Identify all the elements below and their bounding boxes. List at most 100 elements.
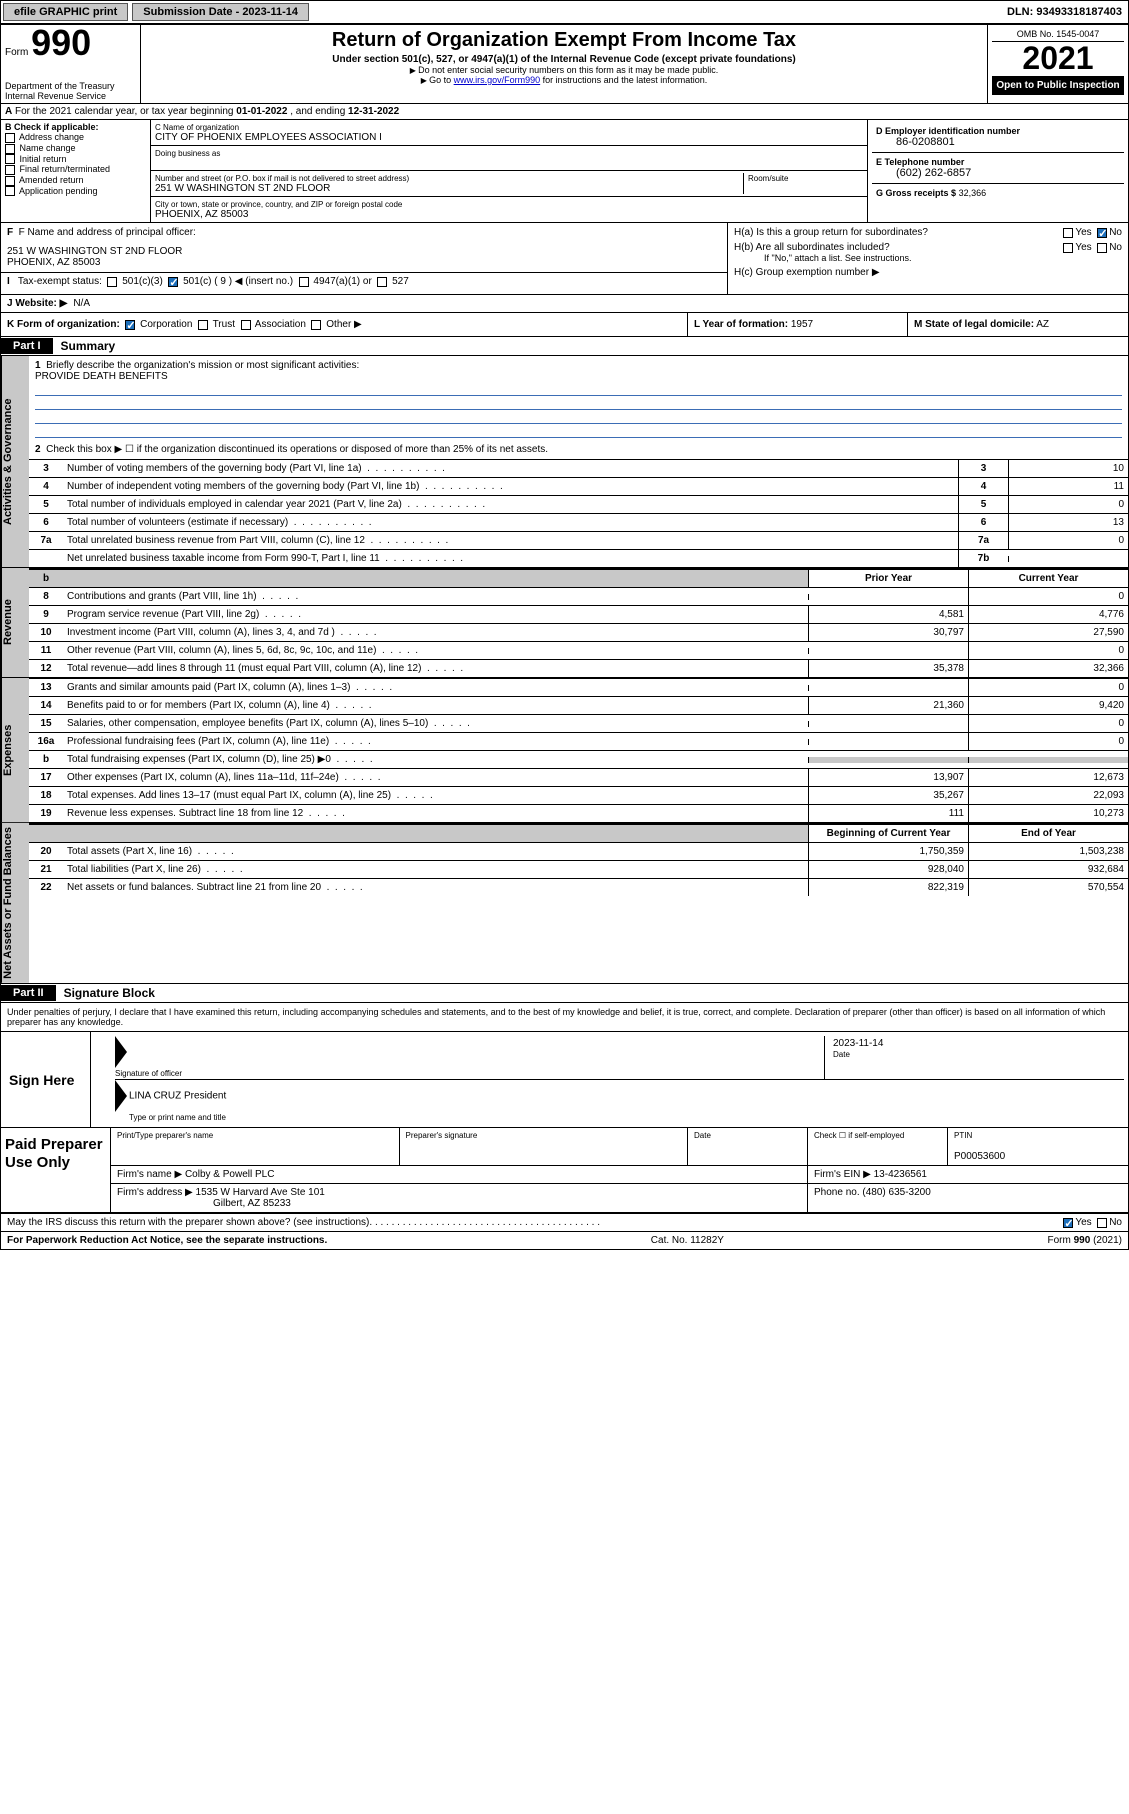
- money-line: 15Salaries, other compensation, employee…: [29, 714, 1128, 732]
- submission-date-button[interactable]: Submission Date - 2023-11-14: [132, 3, 309, 21]
- current-year-header: Current Year: [968, 570, 1128, 587]
- hb-no[interactable]: [1097, 243, 1107, 253]
- k-corp[interactable]: [125, 320, 135, 330]
- summary-line: 7aTotal unrelated business revenue from …: [29, 531, 1128, 549]
- ptin-label: PTIN: [954, 1131, 1122, 1140]
- revenue-section: Revenue b Prior Year Current Year 8Contr…: [1, 568, 1128, 678]
- chk-501c[interactable]: [168, 277, 178, 287]
- city-label: City or town, state or province, country…: [155, 200, 402, 209]
- irs-label: Internal Revenue Service: [5, 91, 136, 101]
- form-note2: Go to www.irs.gov/Form990 for instructio…: [145, 75, 983, 85]
- footer-left: For Paperwork Reduction Act Notice, see …: [7, 1235, 327, 1246]
- summary-line: Net unrelated business taxable income fr…: [29, 549, 1128, 567]
- b-option[interactable]: Initial return: [5, 154, 146, 165]
- summary-line: 3Number of voting members of the governi…: [29, 459, 1128, 477]
- hb-yes[interactable]: [1063, 243, 1073, 253]
- hb-label: H(b) Are all subordinates included?: [734, 242, 890, 253]
- hc-label: H(c) Group exemption number ▶: [734, 267, 1122, 278]
- city-value: PHOENIX, AZ 85003: [155, 209, 248, 220]
- firm-ein-label: Firm's EIN ▶: [814, 1169, 871, 1180]
- ptin-value: P00053600: [954, 1151, 1005, 1162]
- g-gross-label: G Gross receipts $ 32,366: [876, 188, 986, 198]
- form-number: 990: [31, 22, 91, 63]
- f-label: F Name and address of principal officer:: [19, 227, 196, 238]
- pp-date-label: Date: [694, 1131, 801, 1140]
- form-header: Form 990 Department of the Treasury Inte…: [1, 25, 1128, 104]
- revenue-tab: Revenue: [1, 568, 29, 677]
- footer-cat: Cat. No. 11282Y: [651, 1235, 724, 1246]
- firm-name-label: Firm's name ▶: [117, 1169, 182, 1180]
- dln-label: DLN: 93493318187403: [1007, 6, 1126, 18]
- form-990-page: Form 990 Department of the Treasury Inte…: [0, 24, 1129, 1250]
- dept-label: Department of the Treasury: [5, 81, 136, 91]
- part-i-tag: Part I: [1, 338, 53, 354]
- firm-phone-label: Phone no.: [814, 1187, 860, 1198]
- form-subtitle: Under section 501(c), 527, or 4947(a)(1)…: [145, 54, 983, 65]
- sign-here-block: Sign Here Signature of officer 2023-11-1…: [1, 1032, 1128, 1128]
- b-option[interactable]: Name change: [5, 143, 146, 154]
- money-line: 11Other revenue (Part VIII, column (A), …: [29, 641, 1128, 659]
- firm-addr1: 1535 W Harvard Ave Ste 101: [196, 1187, 325, 1198]
- chk-527[interactable]: [377, 277, 387, 287]
- d-ein-label: D Employer identification number: [876, 126, 1020, 136]
- may-irs-yes[interactable]: [1063, 1218, 1073, 1228]
- row-j-website: J Website: ▶ N/A: [1, 295, 1128, 313]
- form-word: Form: [5, 47, 28, 58]
- firm-phone: (480) 635-3200: [862, 1187, 930, 1198]
- money-line: 9Program service revenue (Part VIII, lin…: [29, 605, 1128, 623]
- activities-tab: Activities & Governance: [1, 356, 29, 567]
- col-b-checkboxes: B Check if applicable: Address change Na…: [1, 120, 151, 222]
- ha-no[interactable]: [1097, 228, 1107, 238]
- money-line: 13Grants and similar amounts paid (Part …: [29, 678, 1128, 696]
- money-line: 16aProfessional fundraising fees (Part I…: [29, 732, 1128, 750]
- b-option[interactable]: Amended return: [5, 175, 146, 186]
- may-irs-discuss: May the IRS discuss this return with the…: [1, 1213, 1128, 1231]
- f-addr2: PHOENIX, AZ 85003: [7, 257, 721, 268]
- pp-selfemp-label: Check ☐ if self-employed: [814, 1131, 941, 1140]
- ha-label: H(a) Is this a group return for subordin…: [734, 227, 928, 238]
- open-to-public-badge: Open to Public Inspection: [992, 76, 1124, 95]
- netassets-tab: Net Assets or Fund Balances: [1, 823, 29, 983]
- penalties-text: Under penalties of perjury, I declare th…: [1, 1003, 1128, 1032]
- ha-yes[interactable]: [1063, 228, 1073, 238]
- sign-here-label: Sign Here: [1, 1032, 91, 1127]
- pp-name-label: Print/Type preparer's name: [117, 1131, 393, 1140]
- sign-date-value: 2023-11-14: [833, 1038, 883, 1049]
- chk-4947[interactable]: [299, 277, 309, 287]
- b-option[interactable]: Final return/terminated: [5, 164, 146, 175]
- e-phone-label: E Telephone number: [876, 157, 964, 167]
- part-ii-title: Signature Block: [56, 984, 163, 1002]
- beg-year-header: Beginning of Current Year: [808, 825, 968, 842]
- activities-section: Activities & Governance 1 Briefly descri…: [1, 356, 1128, 568]
- paid-preparer-label: Paid Preparer Use Only: [1, 1128, 111, 1212]
- money-header-prior-current: b Prior Year Current Year: [29, 568, 1128, 587]
- chk-501c3[interactable]: [107, 277, 117, 287]
- k-other[interactable]: [311, 320, 321, 330]
- pp-sig-label: Preparer's signature: [406, 1131, 682, 1140]
- k-trust[interactable]: [198, 320, 208, 330]
- top-toolbar: efile GRAPHIC print Submission Date - 20…: [0, 0, 1129, 24]
- col-d-e-g: D Employer identification number 86-0208…: [868, 120, 1128, 222]
- b-option[interactable]: Address change: [5, 132, 146, 143]
- summary-line: 5Total number of individuals employed in…: [29, 495, 1128, 513]
- prior-year-header: Prior Year: [808, 570, 968, 587]
- money-line: 10Investment income (Part VIII, column (…: [29, 623, 1128, 641]
- money-line: 22Net assets or fund balances. Subtract …: [29, 878, 1128, 896]
- summary-line: 4Number of independent voting members of…: [29, 477, 1128, 495]
- k-assoc[interactable]: [241, 320, 251, 330]
- b-option[interactable]: Application pending: [5, 186, 146, 197]
- may-irs-no[interactable]: [1097, 1218, 1107, 1228]
- expenses-tab: Expenses: [1, 678, 29, 822]
- money-line: 18Total expenses. Add lines 13–17 (must …: [29, 786, 1128, 804]
- netassets-section: Net Assets or Fund Balances Beginning of…: [1, 823, 1128, 984]
- sig-officer-label: Signature of officer: [115, 1069, 182, 1078]
- d-ein-value: 86-0208801: [876, 136, 1120, 148]
- type-name-label: Type or print name and title: [129, 1113, 226, 1122]
- efile-button[interactable]: efile GRAPHIC print: [3, 3, 128, 21]
- part-i-title: Summary: [53, 337, 124, 355]
- form990-link[interactable]: www.irs.gov/Form990: [454, 75, 541, 85]
- netassets-header: Beginning of Current Year End of Year: [29, 823, 1128, 842]
- paid-preparer-block: Paid Preparer Use Only Print/Type prepar…: [1, 1128, 1128, 1213]
- money-line: 14Benefits paid to or for members (Part …: [29, 696, 1128, 714]
- page-footer: For Paperwork Reduction Act Notice, see …: [1, 1231, 1128, 1249]
